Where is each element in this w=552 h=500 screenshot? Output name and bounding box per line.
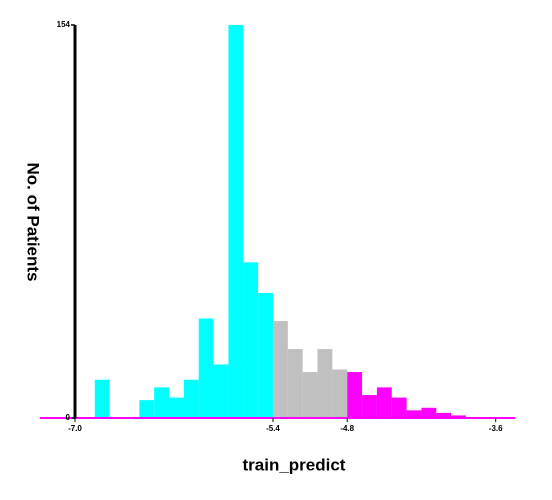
bar	[362, 395, 377, 418]
bar	[376, 387, 392, 418]
bar	[183, 379, 199, 418]
bar	[198, 318, 214, 418]
bar	[406, 410, 422, 418]
bar	[94, 379, 110, 418]
x-tick-label: -5.4	[266, 424, 280, 433]
x-tick-label: -3.6	[489, 424, 503, 433]
bar	[347, 372, 363, 418]
bar	[317, 349, 333, 418]
bar	[436, 412, 452, 418]
bar	[272, 321, 288, 418]
bar	[154, 387, 170, 418]
bar	[421, 407, 437, 418]
bar	[258, 292, 273, 418]
bar	[213, 364, 229, 418]
bar	[391, 397, 407, 418]
x-axis-label: train_predict	[243, 455, 346, 474]
bar	[451, 415, 467, 418]
bar	[228, 25, 244, 418]
bar	[287, 349, 303, 418]
bar	[302, 372, 318, 418]
bar	[243, 262, 259, 418]
y-tick-label: 0	[66, 413, 71, 422]
x-tick-label: -7.0	[68, 424, 82, 433]
bar	[169, 397, 184, 418]
x-tick-label: -4.8	[340, 424, 354, 433]
bar	[332, 369, 348, 418]
bar	[139, 400, 155, 418]
y-axis-label: No. of Patients	[24, 162, 43, 281]
y-tick-label: 154	[57, 20, 71, 29]
